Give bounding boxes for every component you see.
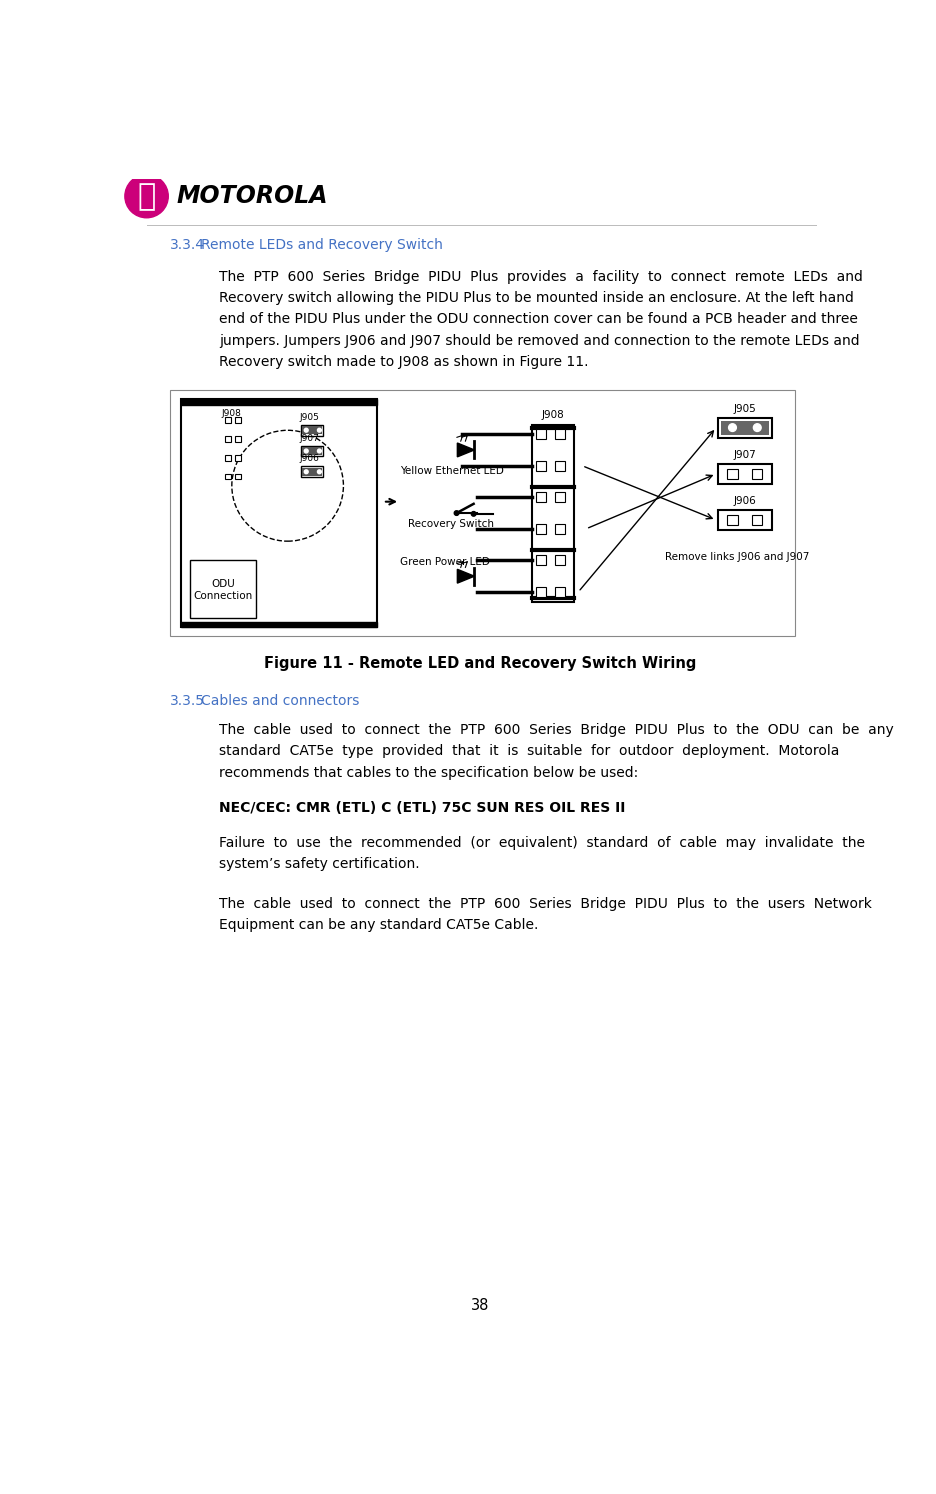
Bar bbox=[181, 622, 376, 627]
Bar bbox=[300, 424, 322, 436]
Bar bbox=[532, 424, 574, 602]
Text: J905: J905 bbox=[299, 412, 319, 421]
Bar bbox=[235, 456, 241, 460]
Bar bbox=[225, 417, 230, 423]
Text: Recovery switch allowing the PIDU Plus to be mounted inside an enclosure. At the: Recovery switch allowing the PIDU Plus t… bbox=[219, 291, 854, 305]
Bar bbox=[554, 460, 564, 471]
Text: 3.3.5: 3.3.5 bbox=[169, 695, 205, 708]
Bar bbox=[554, 493, 564, 502]
Bar bbox=[717, 463, 771, 484]
Circle shape bbox=[753, 424, 760, 432]
Text: Yellow Ethernet LED: Yellow Ethernet LED bbox=[400, 466, 504, 477]
Text: NEC/CEC: CMR (ETL) C (ETL) 75C SUN RES OIL RES II: NEC/CEC: CMR (ETL) C (ETL) 75C SUN RES O… bbox=[219, 801, 625, 814]
Text: Failure  to  use  the  recommended  (or  equivalent)  standard  of  cable  may  : Failure to use the recommended (or equiv… bbox=[219, 835, 865, 850]
Text: 38: 38 bbox=[471, 1298, 489, 1313]
Text: system’s safety certification.: system’s safety certification. bbox=[219, 858, 419, 871]
Bar bbox=[726, 469, 737, 478]
Bar bbox=[235, 436, 241, 442]
Bar bbox=[717, 509, 771, 530]
Bar bbox=[535, 460, 546, 471]
Text: Equipment can be any standard CAT5e Cable.: Equipment can be any standard CAT5e Cabl… bbox=[219, 919, 538, 932]
Polygon shape bbox=[457, 444, 474, 457]
Circle shape bbox=[471, 511, 475, 515]
Text: The  cable  used  to  connect  the  PTP  600  Series  Bridge  PIDU  Plus  to  th: The cable used to connect the PTP 600 Se… bbox=[219, 723, 893, 737]
Bar bbox=[225, 436, 230, 442]
Text: Remove links J906 and J907: Remove links J906 and J907 bbox=[665, 551, 809, 562]
Bar bbox=[726, 515, 737, 524]
Text: Figure 11 - Remote LED and Recovery Switch Wiring: Figure 11 - Remote LED and Recovery Swit… bbox=[264, 656, 695, 671]
Bar bbox=[181, 399, 376, 405]
Text: Ⓜ: Ⓜ bbox=[138, 182, 155, 211]
Circle shape bbox=[304, 429, 308, 432]
Text: ODU: ODU bbox=[211, 578, 235, 589]
Text: jumpers. Jumpers J906 and J907 should be removed and connection to the remote LE: jumpers. Jumpers J906 and J907 should be… bbox=[219, 333, 859, 348]
Circle shape bbox=[317, 450, 321, 453]
Text: J908: J908 bbox=[222, 409, 241, 418]
Text: J905: J905 bbox=[733, 403, 755, 414]
Circle shape bbox=[728, 424, 736, 432]
Bar bbox=[535, 493, 546, 502]
Text: The  PTP  600  Series  Bridge  PIDU  Plus  provides  a  facility  to  connect  r: The PTP 600 Series Bridge PIDU Plus prov… bbox=[219, 270, 862, 284]
Text: recommends that cables to the specification below be used:: recommends that cables to the specificat… bbox=[219, 765, 638, 780]
Circle shape bbox=[124, 175, 168, 218]
Text: J906: J906 bbox=[733, 496, 755, 506]
Bar bbox=[190, 560, 256, 619]
Circle shape bbox=[304, 450, 308, 453]
Bar bbox=[169, 390, 795, 636]
Text: The  cable  used  to  connect  the  PTP  600  Series  Bridge  PIDU  Plus  to  th: The cable used to connect the PTP 600 Se… bbox=[219, 898, 871, 911]
Circle shape bbox=[317, 429, 321, 432]
Bar bbox=[535, 524, 546, 533]
Text: Green Power LED: Green Power LED bbox=[400, 557, 490, 568]
Polygon shape bbox=[457, 569, 474, 583]
Bar bbox=[535, 429, 546, 439]
Bar bbox=[535, 556, 546, 565]
Bar bbox=[535, 587, 546, 598]
Bar bbox=[752, 469, 762, 478]
Bar bbox=[717, 418, 771, 438]
Bar bbox=[301, 468, 321, 475]
Text: J907: J907 bbox=[733, 450, 755, 460]
Text: J906: J906 bbox=[299, 454, 319, 463]
Bar bbox=[225, 456, 230, 460]
Text: Remote LEDs and Recovery Switch: Remote LEDs and Recovery Switch bbox=[200, 238, 442, 252]
Bar bbox=[752, 515, 762, 524]
Text: Connection: Connection bbox=[193, 590, 253, 601]
Text: end of the PIDU Plus under the ODU connection cover can be found a PCB header an: end of the PIDU Plus under the ODU conne… bbox=[219, 312, 857, 327]
Circle shape bbox=[304, 469, 308, 474]
Text: standard  CAT5e  type  provided  that  it  is  suitable  for  outdoor  deploymen: standard CAT5e type provided that it is … bbox=[219, 744, 839, 759]
Circle shape bbox=[317, 469, 321, 474]
Bar bbox=[301, 447, 321, 454]
Text: Recovery switch made to J908 as shown in Figure 11.: Recovery switch made to J908 as shown in… bbox=[219, 356, 589, 369]
Bar bbox=[554, 556, 564, 565]
Bar bbox=[300, 445, 322, 456]
Bar bbox=[554, 587, 564, 598]
Bar bbox=[225, 474, 230, 480]
Text: 3.3.4: 3.3.4 bbox=[169, 238, 205, 252]
Bar bbox=[720, 421, 768, 435]
Text: Cables and connectors: Cables and connectors bbox=[200, 695, 358, 708]
Text: J908: J908 bbox=[541, 409, 563, 420]
Text: MOTOROLA: MOTOROLA bbox=[176, 184, 328, 208]
Bar bbox=[181, 399, 376, 627]
Bar bbox=[235, 417, 241, 423]
Text: Recovery Switch: Recovery Switch bbox=[407, 518, 493, 529]
Bar bbox=[554, 429, 564, 439]
Text: J907: J907 bbox=[299, 433, 319, 442]
Bar bbox=[554, 524, 564, 533]
Bar bbox=[235, 474, 241, 480]
Bar bbox=[300, 466, 322, 477]
Bar bbox=[301, 426, 321, 435]
Circle shape bbox=[454, 511, 459, 515]
